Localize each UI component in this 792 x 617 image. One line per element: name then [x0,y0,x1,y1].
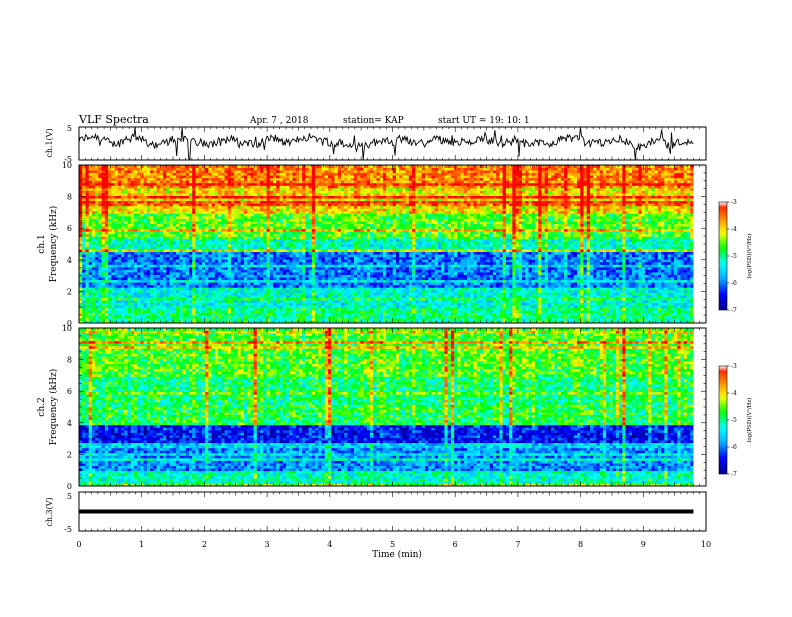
ch1-ylabel: ch.1(V) [45,128,54,157]
xtick-label-7: 7 [515,540,520,549]
colorbar-tick-0: -3 [731,199,737,206]
colorbar-tick-2: -5 [731,417,737,424]
ytick-label-1-2: 4 [67,256,72,265]
ytick-label-2-3: 6 [67,387,72,396]
colorbar-label: log(PSD)(V²/Hz) [746,398,753,443]
ytick-label-1-1: 2 [67,287,72,296]
xtick-label-5: 5 [390,540,395,549]
xtick-label-2: 2 [202,540,207,549]
figure-title: VLF Spectra [78,113,149,126]
colorbar-tick-3: -6 [731,280,737,287]
ch2-spectrogram-image [79,328,706,486]
ch2-spectrogram-panel: 0 2 4 6 8 10 ch.2 Frequency (kHz) [37,324,706,491]
xtick-label-10: 10 [701,540,711,549]
xtick-label-9: 9 [641,540,646,549]
colorbar-tick-1: -4 [731,390,737,397]
x-axis-label: Time (min) [372,549,422,560]
ytick-label-2-1: 2 [67,450,72,459]
ytick-label-1-5: 10 [62,161,72,170]
ytick-label-1-4: 8 [67,193,72,202]
ch3-ytick-bottom: -5 [64,525,72,534]
header-station: station= KAP [343,116,404,126]
colorbar-tick-2: -5 [731,253,737,260]
ch1-colorbar: -3 -4 -5 -6 -7 log(PSD)(V²/Hz) [719,199,753,314]
ytick-label-2-2: 4 [67,419,72,428]
ytick-label-1-3: 6 [67,224,72,233]
ytick-label-2-5: 10 [62,324,72,333]
ch1-ytick-top: 5 [67,124,72,133]
ytick-label-2-4: 8 [67,356,72,365]
xtick-label-0: 0 [76,540,81,549]
ch1-waveform-panel: 5 -5 ch.1(V) [45,124,706,164]
header-date: Apr. 7 , 2018 [249,116,309,126]
ytick-label-2-0: 0 [67,482,72,491]
ch1-frequency-label: Frequency (kHz) [48,206,59,283]
ch1-waveform-line [79,127,694,159]
ch2-frequency-label: Frequency (kHz) [48,369,59,446]
ch2-colorbar: -3 -4 -5 -6 -7 log(PSD)(V²/Hz) [719,363,753,478]
colorbar-gradient [719,202,727,310]
colorbar-tick-0: -3 [731,363,737,370]
colorbar-tick-4: -7 [731,307,737,314]
header-start-ut: start UT = 19: 10: 1 [438,116,530,126]
vlf-spectra-figure: VLF Spectra Apr. 7 , 2018 station= KAP s… [0,0,792,612]
ch1-channel-label: ch.1 [37,234,47,253]
colorbar-tick-3: -6 [731,444,737,451]
colorbar-label: log(PSD)(V²/Hz) [746,234,753,279]
xtick-label-4: 4 [327,540,332,549]
ch3-ytick-top: 5 [67,492,72,501]
colorbar-gradient [719,366,727,474]
xtick-label-1: 1 [139,540,144,549]
ch2-channel-label: ch.2 [37,397,47,416]
colorbar-tick-1: -4 [731,226,737,233]
colorbar-tick-4: -7 [731,471,737,478]
xtick-label-6: 6 [453,540,458,549]
xtick-label-3: 3 [265,540,270,549]
ch1-spectrogram-image [79,165,706,323]
ch3-waveform-panel: 5 -5 ch.3(V) 0 1 2 3 4 5 6 7 8 9 10 Time (min) [45,492,711,560]
ch3-ylabel: ch.3(V) [45,497,54,526]
xtick-label-8: 8 [578,540,583,549]
